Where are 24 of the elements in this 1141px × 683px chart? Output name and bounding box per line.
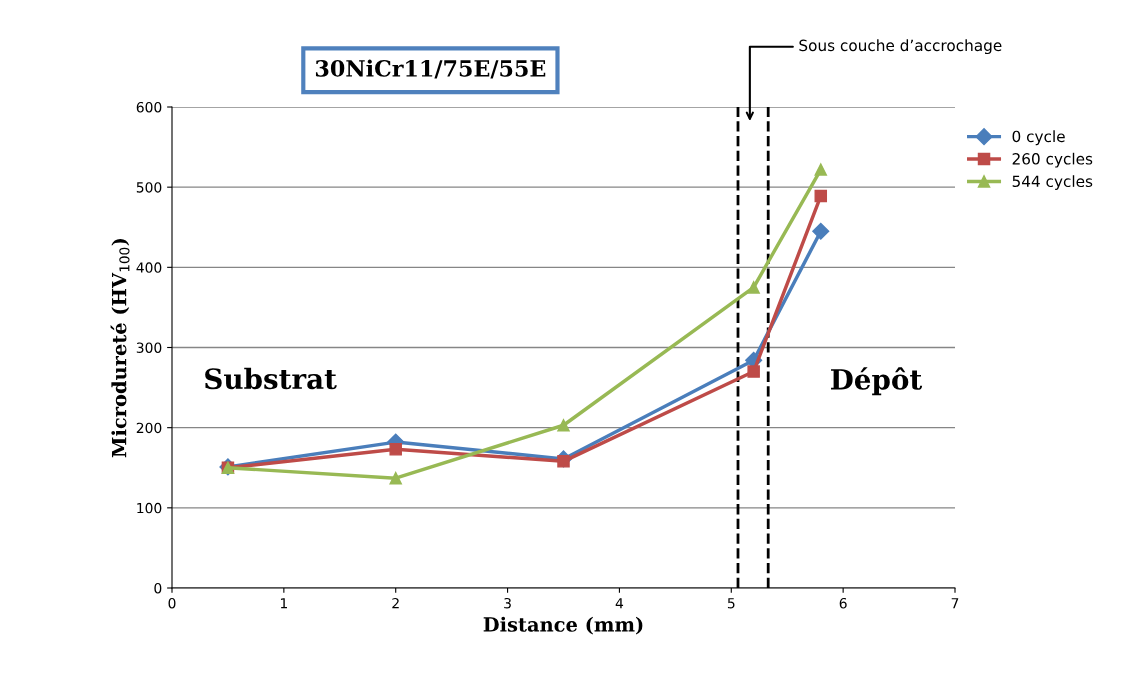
legend-label: 544 cycles	[1012, 175, 1093, 191]
y-tick-label: 100	[137, 502, 162, 514]
x-tick-label: 3	[504, 597, 511, 609]
x-tick-label: 2	[392, 597, 399, 609]
y-tick-label: 400	[136, 262, 162, 273]
annotation: Substrat	[205, 367, 337, 390]
x-axis-title: Distance (mm)	[483, 616, 643, 635]
annotation: Dépôt	[831, 367, 923, 396]
x-tick-label: 1	[280, 598, 287, 609]
x-tick-label: 4	[615, 598, 624, 609]
y-axis-title: Microdureté (HV$_{100}$)	[110, 238, 130, 458]
x-tick-label: 6	[839, 597, 847, 609]
y-tick-label: 0	[154, 582, 162, 594]
legend-label: 260 cycles	[1012, 152, 1093, 168]
legend-label: 0 cycle	[1012, 130, 1065, 146]
y-tick-label: 500	[136, 182, 162, 193]
x-tick-label: 0	[168, 597, 176, 609]
chart-title: 30NiCr11/75E/55E	[315, 59, 546, 79]
y-tick-label: 600	[136, 101, 162, 113]
text: Sous couche d’accrochage	[799, 39, 1002, 55]
y-tick-label: 200	[136, 422, 162, 434]
x-tick-label: 7	[951, 598, 959, 609]
x-tick-label: 5	[727, 598, 735, 609]
y-tick-label: 300	[136, 342, 162, 353]
